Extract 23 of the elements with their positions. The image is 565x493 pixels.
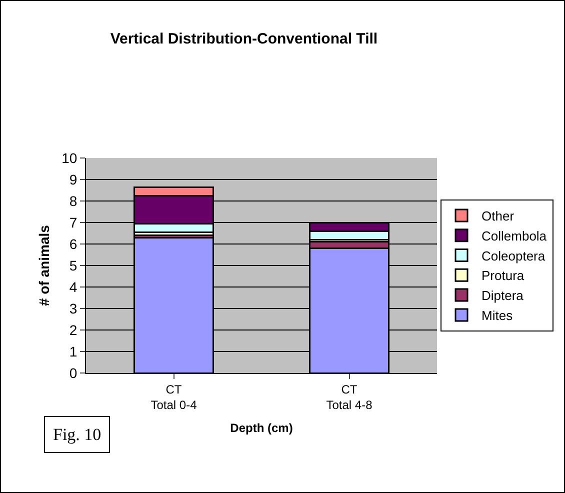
y-tick-label: 10: [62, 150, 78, 166]
x-tick-label: CT Total 0-4: [150, 382, 198, 412]
legend-label: Mites: [482, 308, 514, 324]
chart-title: Vertical Distribution-Conventional Till: [110, 30, 378, 48]
y-tick-label: 7: [69, 214, 78, 230]
y-tick-label: 8: [69, 192, 78, 209]
x-tick-label: CT Total 4-8: [326, 382, 373, 412]
y-tick-label: 9: [69, 171, 78, 188]
legend-label: Coleoptera: [482, 248, 546, 264]
y-tick-label: 5: [69, 257, 78, 274]
x-axis-title: Depth (cm): [230, 420, 293, 435]
y-tick-label: 1: [69, 343, 78, 360]
y-tick-label: 4: [69, 278, 78, 295]
y-tick-label: 6: [69, 236, 78, 252]
y-tick-label: 0: [69, 364, 78, 381]
y-axis-title: # of animals: [36, 224, 52, 306]
legend-label: Other: [482, 208, 515, 224]
legend-label: Diptera: [482, 288, 524, 304]
y-tick-label: 2: [69, 322, 78, 338]
legend-label: Protura: [482, 268, 525, 284]
legend-label: Collembola: [482, 228, 548, 244]
caption: Fig. 10: [53, 425, 102, 444]
y-tick-label: 3: [69, 300, 78, 316]
